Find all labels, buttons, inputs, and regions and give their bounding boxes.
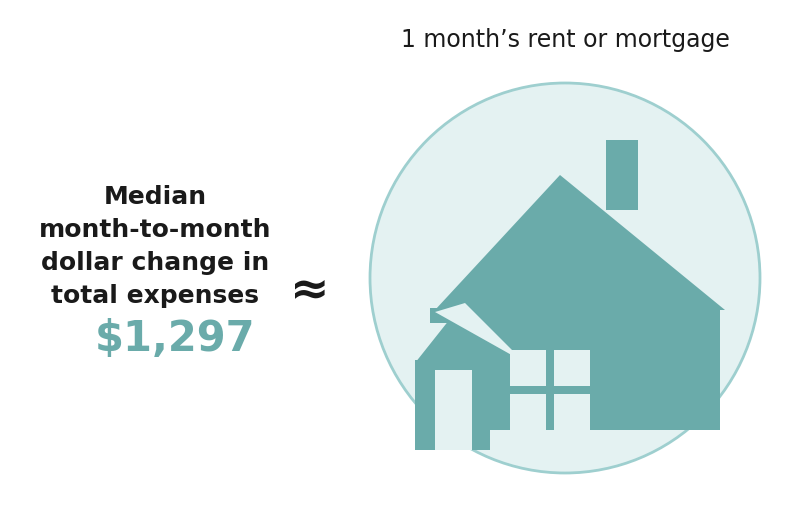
- Bar: [415, 360, 490, 450]
- Text: ≈: ≈: [290, 268, 330, 313]
- Polygon shape: [415, 300, 525, 363]
- Circle shape: [370, 83, 760, 473]
- Polygon shape: [435, 175, 725, 310]
- Text: 1 month’s rent or mortgage: 1 month’s rent or mortgage: [401, 28, 730, 52]
- Text: month-to-month: month-to-month: [38, 218, 271, 242]
- Bar: [470, 310, 720, 430]
- Bar: [435, 370, 472, 450]
- Bar: [554, 394, 590, 430]
- Bar: [510, 350, 590, 430]
- Text: Median: Median: [103, 185, 206, 209]
- Bar: [510, 350, 546, 386]
- Text: total expenses: total expenses: [51, 284, 259, 308]
- Bar: [606, 140, 638, 210]
- Text: $1,297: $1,297: [95, 318, 256, 360]
- Bar: [510, 394, 546, 430]
- Bar: [430, 308, 475, 323]
- Text: dollar change in: dollar change in: [41, 251, 269, 275]
- Polygon shape: [435, 303, 524, 362]
- Bar: [554, 350, 590, 386]
